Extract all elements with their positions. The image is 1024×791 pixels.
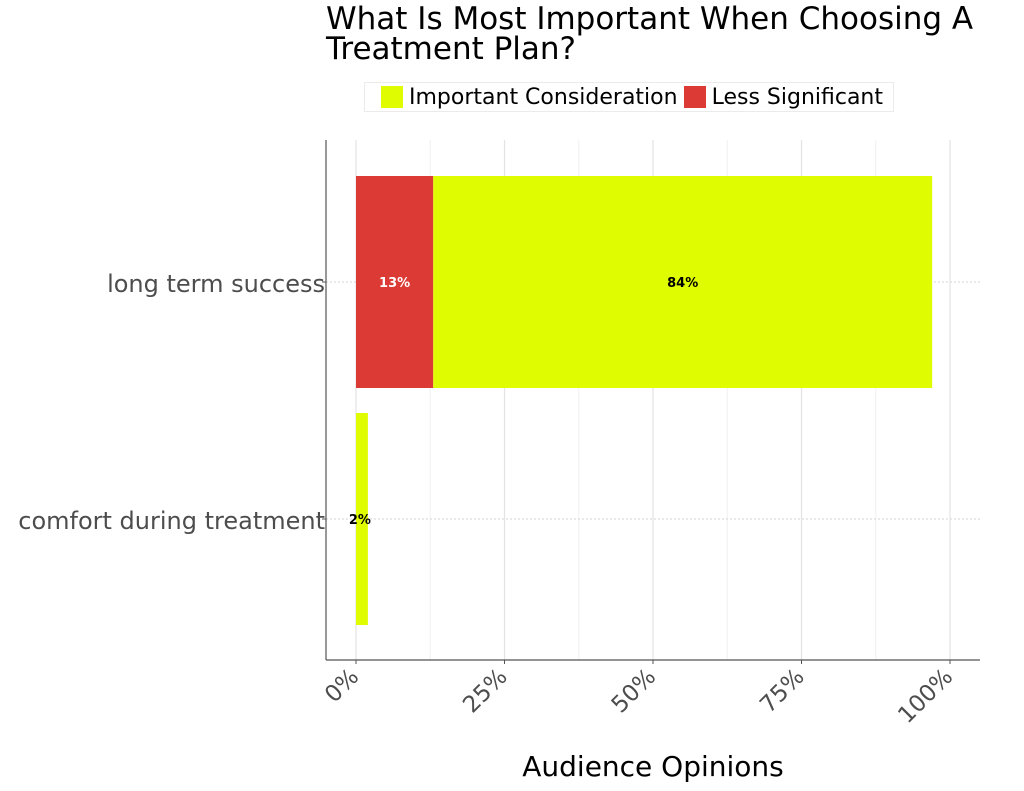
x-tick-label: 100% — [893, 664, 958, 729]
bar-long-term-success-important-consideration — [433, 176, 933, 388]
x-tick-label: 25% — [458, 664, 513, 719]
legend-swatch-less-significant — [683, 86, 706, 108]
legend: Important Consideration Less Significant — [364, 82, 895, 112]
data-label-long-term-success-less-significant: 13% — [379, 276, 410, 291]
data-label-long-term-success-important-consideration: 84% — [667, 276, 698, 291]
legend-label-less-significant: Less Significant — [711, 84, 884, 110]
legend-item-less-significant: Less Significant — [683, 84, 884, 110]
x-tick-label: 0% — [320, 664, 364, 708]
x-tick-label: 50% — [607, 664, 662, 719]
legend-item-important-consideration: Important Consideration — [381, 85, 678, 110]
chart-title: What Is Most Important When Choosing A T… — [326, 1, 974, 67]
y-tick-label-long-term-success: long term success — [107, 270, 325, 298]
data-label-comfort-during-treatment-important-consideration: 2% — [349, 513, 371, 528]
legend-swatch-important-consideration — [381, 86, 403, 108]
x-axis-title: Audience Opinions — [522, 750, 784, 783]
bar-comfort-during-treatment-important-consideration — [356, 413, 368, 625]
y-tick-label-comfort-during-treatment: comfort during treatment — [18, 507, 325, 535]
bar-long-term-success-less-significant — [356, 176, 434, 388]
x-tick-label: 75% — [755, 664, 810, 719]
legend-label-important-consideration: Important Consideration — [409, 84, 678, 110]
